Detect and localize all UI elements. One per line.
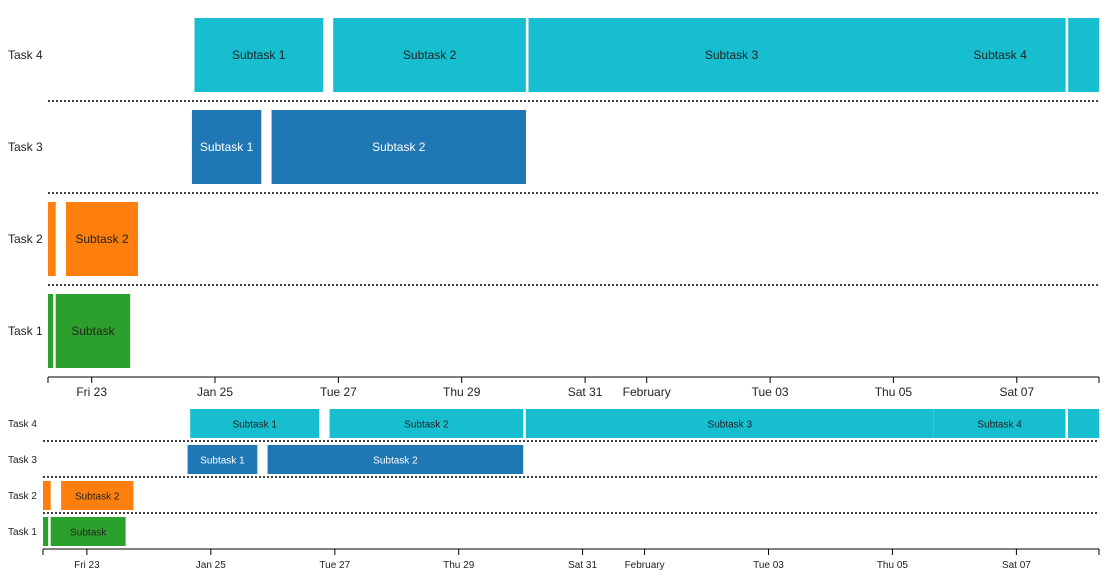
subtask-label: Subtask 4 xyxy=(973,48,1027,62)
x-tick-label: Tue 27 xyxy=(320,385,357,399)
x-tick-label: Tue 03 xyxy=(753,560,784,571)
subtask-label: Subtask 2 xyxy=(75,492,120,503)
subtask-bar[interactable] xyxy=(528,18,935,92)
x-tick-label: Sat 07 xyxy=(1002,560,1031,571)
subtask-label: Subtask 3 xyxy=(705,48,759,62)
subtask-bar[interactable] xyxy=(48,294,54,368)
x-tick-label: Fri 23 xyxy=(76,385,107,399)
subtask-bar[interactable] xyxy=(933,409,1066,438)
x-tick-label: Jan 25 xyxy=(196,560,226,571)
task-label: Task 3 xyxy=(8,455,37,466)
task-label: Task 1 xyxy=(8,324,43,338)
subtask-bar[interactable] xyxy=(333,18,526,92)
x-tick-label: Sat 31 xyxy=(568,560,597,571)
x-tick-label: February xyxy=(625,560,665,571)
x-tick-label: Thu 05 xyxy=(875,385,913,399)
x-tick-label: Tue 03 xyxy=(752,385,789,399)
x-tick-label: Tue 27 xyxy=(319,560,350,571)
subtask-bar[interactable] xyxy=(267,445,524,474)
subtask-bar[interactable] xyxy=(50,517,126,546)
subtask-label: Subtask xyxy=(70,528,107,539)
subtask-bar[interactable] xyxy=(934,18,1066,92)
task-label: Task 2 xyxy=(8,491,37,502)
subtask-label: Subtask 2 xyxy=(373,456,418,467)
subtask-bar[interactable] xyxy=(43,481,51,510)
subtask-bar[interactable] xyxy=(66,202,138,276)
subtask-bar[interactable] xyxy=(48,202,56,276)
subtask-label: Subtask xyxy=(71,324,115,338)
subtask-bar[interactable] xyxy=(1068,409,1099,438)
subtask-label: Subtask 2 xyxy=(403,48,457,62)
subtask-bar[interactable] xyxy=(525,409,934,438)
x-tick-label: Sat 07 xyxy=(999,385,1034,399)
subtask-label: Subtask 2 xyxy=(404,420,449,431)
task-label: Task 2 xyxy=(8,232,43,246)
main-chart: Task 4 Subtask 1 Subtask 2 Subtask 3 Subtask… xyxy=(8,18,1100,399)
subtask-label: Subtask 1 xyxy=(200,140,254,154)
overview-chart: Task 4 Subtask 1 Subtask 2 Subtask 3 Subtask… xyxy=(8,409,1100,571)
subtask-label: Subtask 2 xyxy=(75,232,129,246)
subtask-bar[interactable] xyxy=(187,445,258,474)
subtask-bar[interactable] xyxy=(271,110,526,184)
subtask-bar[interactable] xyxy=(43,517,49,546)
subtask-label: Subtask 1 xyxy=(200,456,245,467)
subtask-label: Subtask 3 xyxy=(708,420,753,431)
subtask-bar[interactable] xyxy=(194,18,324,92)
x-tick-label: Fri 23 xyxy=(74,560,100,571)
subtask-bar[interactable] xyxy=(190,409,320,438)
subtask-bar[interactable] xyxy=(1068,18,1099,92)
x-tick-label: Jan 25 xyxy=(197,385,233,399)
x-tick-label: Thu 29 xyxy=(443,385,481,399)
subtask-bar[interactable] xyxy=(61,481,134,510)
task-label: Task 3 xyxy=(8,140,43,154)
x-tick-label: Thu 29 xyxy=(443,560,475,571)
task-label: Task 1 xyxy=(8,527,37,538)
x-tick-label: Thu 05 xyxy=(877,560,909,571)
task-label: Task 4 xyxy=(8,419,37,430)
subtask-label: Subtask 1 xyxy=(232,420,277,431)
subtask-label: Subtask 2 xyxy=(372,140,426,154)
subtask-bar[interactable] xyxy=(191,110,262,184)
x-tick-label: February xyxy=(623,385,671,399)
subtask-bar[interactable] xyxy=(55,294,131,368)
x-tick-label: Sat 31 xyxy=(568,385,603,399)
subtask-label: Subtask 1 xyxy=(232,48,286,62)
subtask-bar[interactable] xyxy=(329,409,524,438)
task-label: Task 4 xyxy=(8,48,43,62)
subtask-label: Subtask 4 xyxy=(977,420,1022,431)
